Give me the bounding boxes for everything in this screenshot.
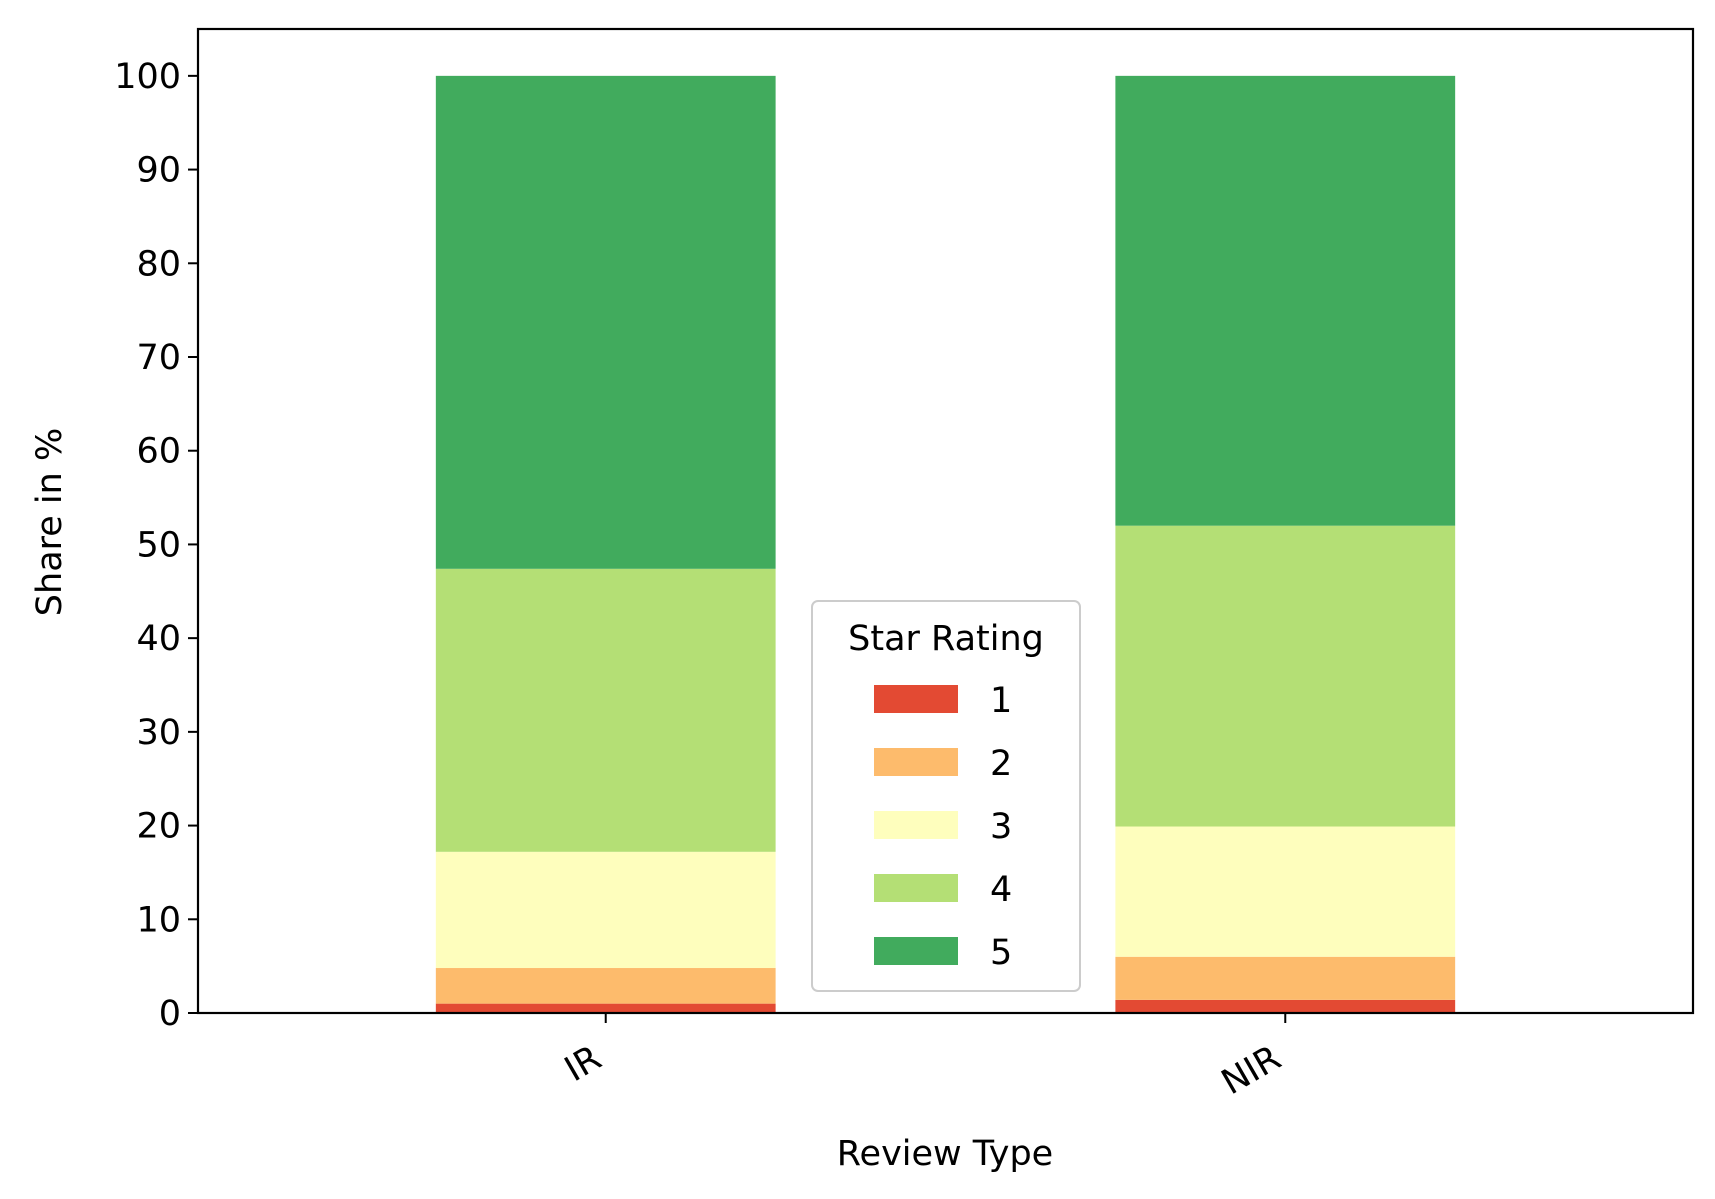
legend-swatch-5 [874,937,958,965]
legend-swatch-2 [874,748,958,776]
plot-frame [196,27,1695,1015]
y-tick-label-40: 40 [136,619,181,659]
legend-items: 1 2 3 4 5 [874,681,1012,973]
x-tick-label-nir: NIR [1215,1038,1288,1103]
legend-box [811,600,1081,992]
bar-ir-rating-2 [435,968,776,1004]
bar-ir-rating-4 [435,568,776,852]
legend-label-1: 1 [990,681,1012,721]
bars-layer [435,75,1456,1013]
y-tick-label-80: 80 [136,244,181,284]
y-tick-label-100: 100 [114,57,181,97]
y-axis: 0 10 20 30 40 50 60 70 80 90 100 [114,57,198,1034]
y-tick-label-70: 70 [136,338,181,378]
y-tick-label-60: 60 [136,432,181,472]
legend-swatch-4 [874,874,958,902]
legend: Star Rating 1 2 3 4 5 [811,600,1081,992]
legend-swatch-3 [874,811,958,839]
x-tick-label-ir: IR [558,1038,608,1090]
bar-nir-rating-3 [1115,826,1456,957]
y-tick-label-30: 30 [136,713,181,753]
y-axis-label: Share in % [30,428,70,616]
bar-ir-rating-1 [435,1003,776,1013]
bar-nir-rating-1 [1115,999,1456,1013]
y-tick-label-90: 90 [136,151,181,191]
y-tick-label-10: 10 [136,900,181,940]
y-tick-label-50: 50 [136,525,181,565]
legend-title: Star Rating [848,619,1044,659]
legend-label-2: 2 [990,744,1012,784]
bar-nir-rating-2 [1115,956,1456,1000]
bar-ir-rating-5 [435,75,776,569]
legend-label-3: 3 [990,807,1012,847]
legend-swatch-1 [874,685,958,713]
x-axis: IR NIR [558,1013,1288,1103]
legend-label-4: 4 [990,870,1012,910]
x-axis-label: Review Type [837,1134,1053,1174]
legend-label-5: 5 [990,933,1012,973]
bar-nir-rating-5 [1115,75,1456,526]
bar-ir-rating-3 [435,851,776,969]
y-tick-label-20: 20 [136,807,181,847]
y-tick-label-0: 0 [159,994,181,1034]
bar-nir-rating-4 [1115,525,1456,827]
